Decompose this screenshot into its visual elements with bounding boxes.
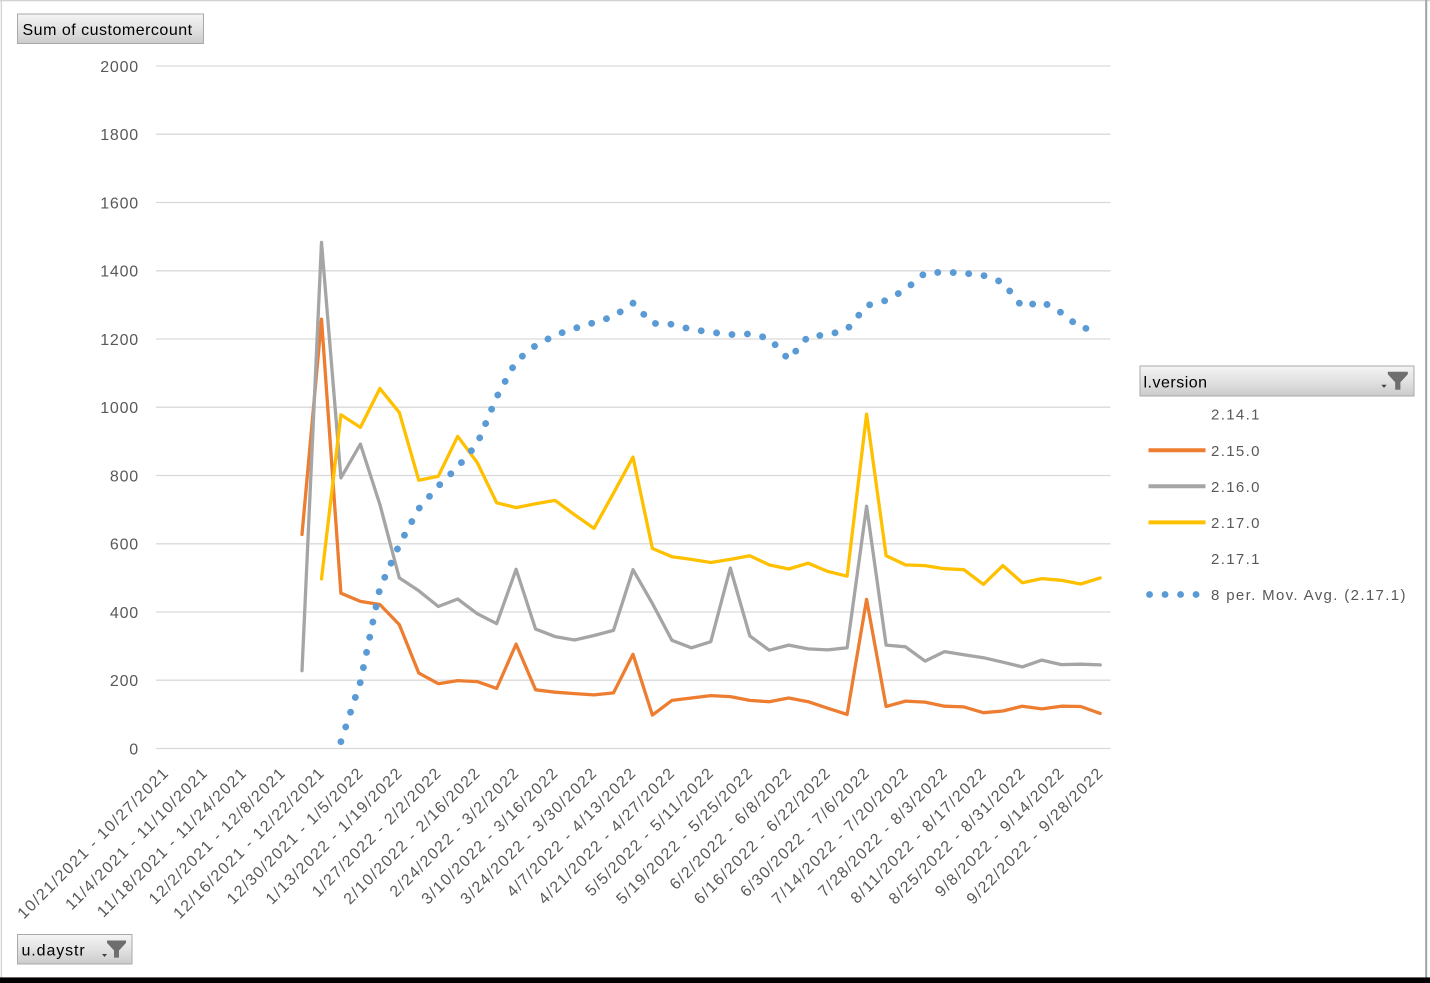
svg-text:600: 600 [110,537,139,554]
svg-text:800: 800 [110,468,139,485]
svg-text:2.16.0: 2.16.0 [1211,479,1261,496]
svg-text:2000: 2000 [100,59,139,76]
svg-text:2.14.1: 2.14.1 [1211,407,1261,424]
svg-text:8 per. Mov. Avg. (2.17.1): 8 per. Mov. Avg. (2.17.1) [1211,587,1407,604]
svg-text:1800: 1800 [100,127,139,144]
svg-text:u.daystr: u.daystr [22,943,86,960]
svg-text:0: 0 [129,741,139,758]
svg-text:Sum of customercount: Sum of customercount [23,22,193,39]
svg-text:l.version: l.version [1144,375,1208,392]
svg-text:2.17.0: 2.17.0 [1211,515,1261,532]
svg-text:1000: 1000 [100,400,139,417]
svg-text:1400: 1400 [100,264,139,281]
svg-text:1200: 1200 [100,332,139,349]
svg-text:1600: 1600 [100,195,139,212]
svg-text:400: 400 [110,605,139,622]
svg-text:2.15.0: 2.15.0 [1211,443,1261,460]
svg-text:2.17.1: 2.17.1 [1211,551,1261,568]
svg-text:200: 200 [110,673,139,690]
